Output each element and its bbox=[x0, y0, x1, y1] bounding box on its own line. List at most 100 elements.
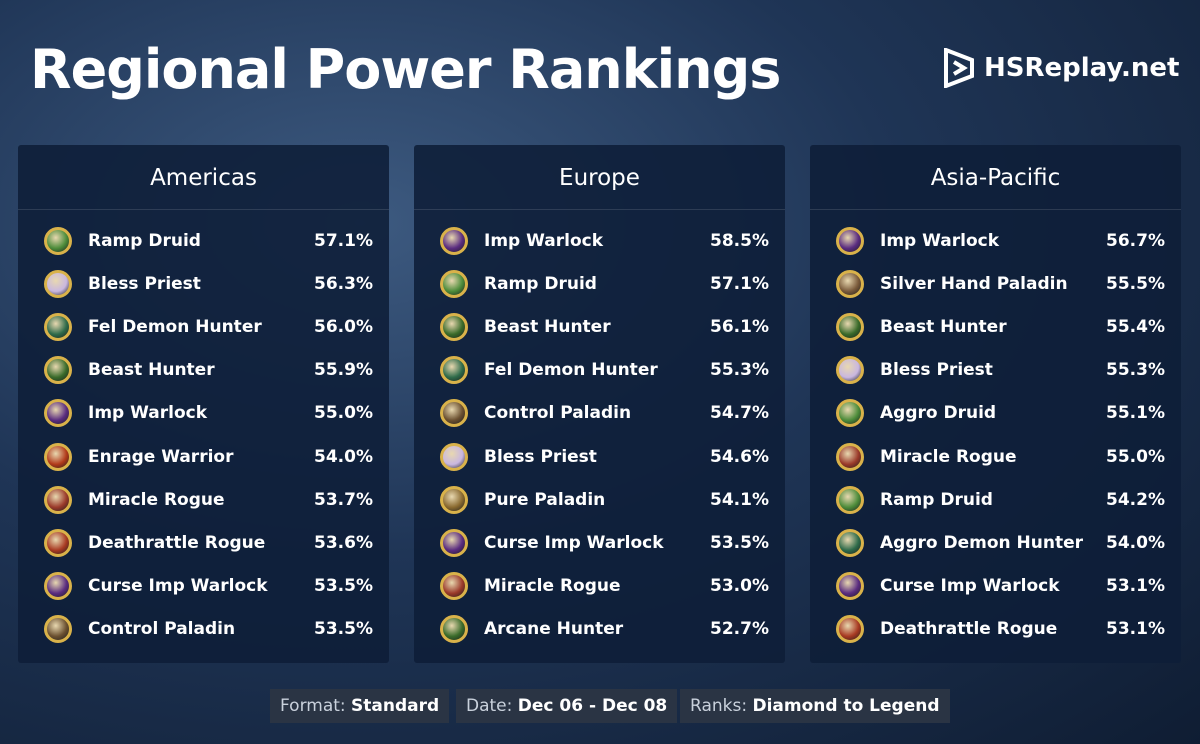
deck-row: Control Paladin 53.5% bbox=[18, 611, 389, 647]
class-icon bbox=[440, 442, 468, 471]
region-title: Europe bbox=[414, 145, 785, 210]
deck-row: Curse Imp Warlock 53.1% bbox=[810, 568, 1181, 604]
deck-name: Imp Warlock bbox=[88, 403, 208, 424]
region-panel: Americas Ramp Druid 57.1% Bless Priest 56.3%… bbox=[18, 145, 389, 663]
filter-label: Format: bbox=[280, 696, 346, 716]
win-rate: 52.7% bbox=[710, 618, 769, 639]
deck-row: Aggro Druid 55.1% bbox=[810, 395, 1181, 431]
class-icon bbox=[44, 399, 72, 428]
deck-row: Imp Warlock 58.5% bbox=[414, 223, 785, 259]
deck-name: Bless Priest bbox=[880, 360, 993, 381]
deck-name: Pure Paladin bbox=[484, 489, 606, 510]
class-icon bbox=[836, 571, 864, 600]
deck-name: Deathrattle Rogue bbox=[88, 532, 266, 553]
deck-name: Curse Imp Warlock bbox=[88, 575, 268, 596]
deck-name: Fel Demon Hunter bbox=[484, 360, 658, 381]
win-rate: 55.4% bbox=[1106, 317, 1165, 338]
filter-chip: Format: Standard bbox=[270, 689, 450, 723]
deck-name: Ramp Druid bbox=[484, 274, 597, 295]
win-rate: 55.5% bbox=[1106, 274, 1165, 295]
deck-name: Ramp Druid bbox=[880, 489, 993, 510]
deck-row: Beast Hunter 55.4% bbox=[810, 309, 1181, 345]
deck-row: Bless Priest 56.3% bbox=[18, 266, 389, 302]
win-rate: 55.3% bbox=[710, 360, 769, 381]
deck-name: Curse Imp Warlock bbox=[880, 575, 1060, 596]
deck-row: Fel Demon Hunter 56.0% bbox=[18, 309, 389, 345]
region-panel: Asia-Pacific Imp Warlock 56.7% Silver Hand … bbox=[810, 145, 1181, 663]
deck-row: Ramp Druid 57.1% bbox=[414, 266, 785, 302]
filter-chip: Ranks: Diamond to Legend bbox=[680, 689, 950, 723]
win-rate: 53.1% bbox=[1106, 618, 1165, 639]
class-icon bbox=[44, 571, 72, 600]
deck-row: Deathrattle Rogue 53.6% bbox=[18, 525, 389, 561]
win-rate: 54.2% bbox=[1106, 489, 1165, 510]
deck-name: Enrage Warrior bbox=[88, 446, 234, 467]
deck-name: Beast Hunter bbox=[484, 317, 611, 338]
deck-row: Ramp Druid 54.2% bbox=[810, 482, 1181, 518]
deck-row: Fel Demon Hunter 55.3% bbox=[414, 352, 785, 388]
deck-row: Curse Imp Warlock 53.5% bbox=[18, 568, 389, 604]
win-rate: 55.3% bbox=[1106, 360, 1165, 381]
deck-name: Deathrattle Rogue bbox=[880, 618, 1058, 639]
win-rate: 55.1% bbox=[1106, 403, 1165, 424]
win-rate: 55.0% bbox=[314, 403, 373, 424]
class-icon bbox=[836, 356, 864, 385]
filter-value: Dec 06 - Dec 08 bbox=[517, 696, 668, 716]
deck-name: Curse Imp Warlock bbox=[484, 532, 664, 553]
filter-label: Ranks: bbox=[690, 696, 748, 716]
deck-name: Imp Warlock bbox=[880, 231, 1000, 251]
class-icon bbox=[440, 270, 468, 299]
class-icon bbox=[836, 270, 864, 299]
logo-text: HSReplay.net bbox=[984, 53, 1180, 83]
class-icon bbox=[836, 227, 864, 255]
deck-row: Silver Hand Paladin 55.5% bbox=[810, 266, 1181, 302]
class-icon bbox=[44, 485, 72, 514]
deck-name: Control Paladin bbox=[88, 618, 236, 639]
deck-name: Beast Hunter bbox=[88, 360, 215, 381]
deck-row: Imp Warlock 56.7% bbox=[810, 223, 1181, 259]
deck-row: Beast Hunter 55.9% bbox=[18, 352, 389, 388]
title: Regional Power Rankings bbox=[30, 38, 781, 101]
class-icon bbox=[44, 270, 72, 299]
win-rate: 57.1% bbox=[314, 231, 373, 251]
win-rate: 54.0% bbox=[1106, 532, 1165, 553]
win-rate: 58.5% bbox=[710, 231, 769, 251]
deck-name: Fel Demon Hunter bbox=[88, 317, 262, 338]
class-icon bbox=[44, 356, 72, 385]
deck-row: Ramp Druid 57.1% bbox=[18, 223, 389, 259]
region-panel: Europe Imp Warlock 58.5% Ramp Druid 57.1% Bea… bbox=[414, 145, 785, 663]
class-icon bbox=[836, 442, 864, 471]
win-rate: 53.5% bbox=[314, 618, 373, 639]
class-icon bbox=[44, 528, 72, 557]
class-icon bbox=[440, 399, 468, 428]
class-icon bbox=[440, 485, 468, 514]
deck-row: Arcane Hunter 52.7% bbox=[414, 611, 785, 647]
win-rate: 56.1% bbox=[710, 317, 769, 338]
deck-name: Control Paladin bbox=[484, 403, 632, 424]
deck-name: Silver Hand Paladin bbox=[880, 274, 1068, 295]
class-icon bbox=[836, 485, 864, 514]
deck-name: Arcane Hunter bbox=[484, 618, 624, 639]
deck-row: Beast Hunter 56.1% bbox=[414, 309, 785, 345]
filter-value: Diamond to Legend bbox=[752, 696, 940, 716]
deck-row: Aggro Demon Hunter 54.0% bbox=[810, 525, 1181, 561]
deck-row: Miracle Rogue 53.7% bbox=[18, 482, 389, 518]
win-rate: 53.5% bbox=[314, 575, 373, 596]
deck-row: Control Paladin 54.7% bbox=[414, 395, 785, 431]
class-icon bbox=[44, 442, 72, 471]
deck-name: Aggro Druid bbox=[880, 403, 997, 424]
class-icon bbox=[440, 313, 468, 342]
filter-chip: Date: Dec 06 - Dec 08 bbox=[456, 689, 678, 723]
win-rate: 56.0% bbox=[314, 317, 373, 338]
deck-row: Imp Warlock 55.0% bbox=[18, 395, 389, 431]
class-icon bbox=[44, 313, 72, 342]
deck-row: Pure Paladin 54.1% bbox=[414, 482, 785, 518]
deck-row: Miracle Rogue 55.0% bbox=[810, 439, 1181, 475]
deck-name: Beast Hunter bbox=[880, 317, 1007, 338]
class-icon bbox=[44, 614, 72, 643]
win-rate: 56.3% bbox=[314, 274, 373, 295]
region-title: Americas bbox=[18, 145, 389, 210]
win-rate: 55.9% bbox=[314, 360, 373, 381]
deck-name: Miracle Rogue bbox=[880, 446, 1017, 467]
